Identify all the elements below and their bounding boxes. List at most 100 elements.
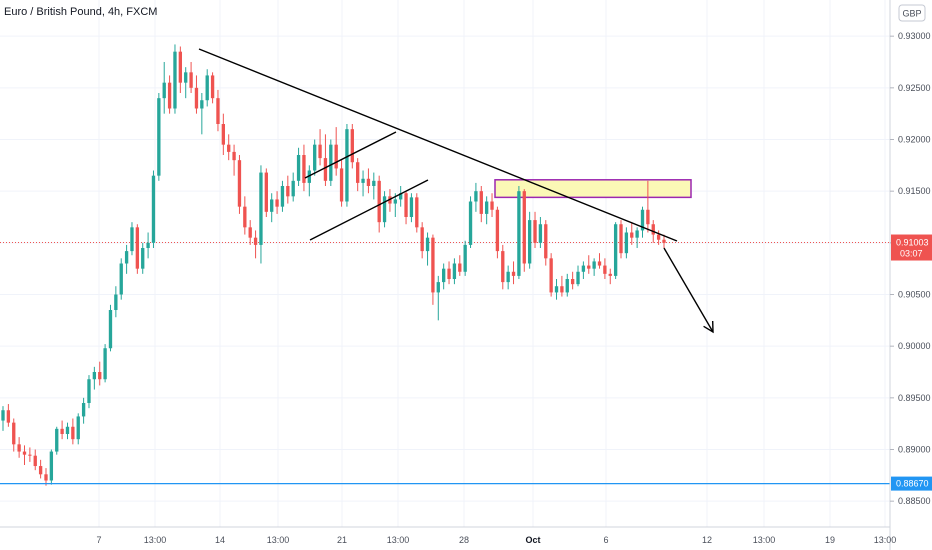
candle-body — [662, 239, 666, 243]
candle-body — [511, 271, 516, 276]
candle-body — [640, 209, 645, 231]
candle-body — [425, 237, 430, 252]
candle-body — [291, 180, 295, 197]
candle-body — [581, 265, 586, 272]
channel-upper-line[interactable] — [304, 131, 397, 179]
candle-body — [92, 372, 97, 380]
candle-body — [361, 178, 365, 183]
candle-body — [484, 201, 489, 214]
candle-body — [608, 273, 612, 276]
candle — [92, 366, 97, 390]
candle-body — [307, 170, 311, 183]
candle — [12, 418, 16, 452]
candle-body — [442, 268, 446, 283]
candle — [60, 420, 64, 440]
currency-badge[interactable]: GBP — [898, 4, 926, 22]
candle — [640, 206, 645, 238]
candle — [44, 468, 48, 486]
candle — [587, 255, 591, 274]
candle — [361, 170, 365, 197]
candle — [511, 261, 516, 285]
candle — [22, 445, 27, 465]
candle-body — [243, 206, 247, 228]
candle-body — [28, 454, 32, 456]
candle-body — [270, 199, 274, 212]
price-tick-label: 0.90000 — [898, 341, 931, 351]
price-tick-label: 0.89000 — [898, 445, 931, 455]
candle-body — [76, 416, 80, 440]
candle — [619, 220, 623, 259]
candle — [592, 258, 596, 276]
candle — [162, 62, 166, 114]
candle-body — [87, 379, 91, 403]
candle — [173, 44, 177, 114]
candle — [608, 268, 612, 285]
candle — [356, 158, 360, 192]
candle-body — [33, 455, 37, 467]
candle — [436, 275, 440, 321]
candle — [17, 437, 21, 458]
price-tick-label: 0.88500 — [898, 496, 931, 506]
candle-body — [458, 263, 462, 272]
candle — [549, 253, 553, 297]
candle — [490, 193, 494, 217]
candle-body — [259, 172, 263, 245]
candle — [366, 168, 371, 194]
candle — [560, 275, 564, 297]
resistance-zone[interactable] — [494, 179, 692, 199]
candle — [554, 279, 559, 300]
time-tick-label: 7 — [96, 535, 101, 545]
time-tick-label: 12 — [702, 535, 712, 545]
candle — [334, 127, 338, 176]
candle-body — [313, 144, 317, 171]
candle — [81, 397, 86, 424]
candle-body — [554, 286, 559, 293]
candle-body — [108, 310, 113, 349]
candle — [517, 186, 521, 279]
candle — [313, 139, 317, 176]
candle-body — [436, 282, 440, 293]
candle-body — [280, 186, 285, 207]
candle — [184, 67, 188, 99]
descending-trendline[interactable] — [198, 48, 678, 242]
candle — [635, 227, 639, 248]
candle-body — [237, 160, 242, 207]
price-tick-label: 0.89500 — [898, 393, 931, 403]
candle-body — [210, 75, 215, 99]
candle — [339, 160, 344, 207]
candle-body — [404, 193, 408, 217]
candle — [253, 230, 258, 259]
candle-body — [479, 191, 483, 214]
candle-body — [221, 124, 225, 145]
candle — [404, 191, 408, 225]
candle — [87, 375, 91, 409]
candle — [415, 193, 419, 233]
drawings-layer[interactable] — [0, 48, 890, 485]
candle-body — [248, 227, 252, 238]
candle-body — [124, 251, 129, 264]
candle-body — [6, 410, 11, 423]
candle — [151, 170, 156, 248]
price-tick-label: 0.92500 — [898, 83, 931, 93]
forecast-arrow[interactable] — [663, 247, 714, 333]
support-price-tag-box — [891, 476, 932, 491]
candle-body — [656, 234, 661, 240]
candle — [506, 265, 510, 290]
candle-body — [184, 72, 188, 83]
time-axis[interactable]: 7 13:00 14 13:00 21 13:00 28 Oct 6 12 13:00 19 13:00 — [96, 535, 896, 545]
candle-body — [517, 191, 521, 276]
candle-body — [44, 474, 48, 481]
candle — [603, 258, 607, 279]
candle — [296, 147, 301, 186]
candle — [382, 191, 387, 228]
channel-lower-line[interactable] — [309, 179, 429, 241]
candle-body — [146, 242, 150, 248]
candle — [613, 222, 618, 279]
candle-body — [560, 286, 564, 293]
candle — [646, 180, 650, 233]
candle — [243, 196, 247, 235]
candle — [141, 242, 145, 274]
candle-body — [162, 82, 166, 99]
